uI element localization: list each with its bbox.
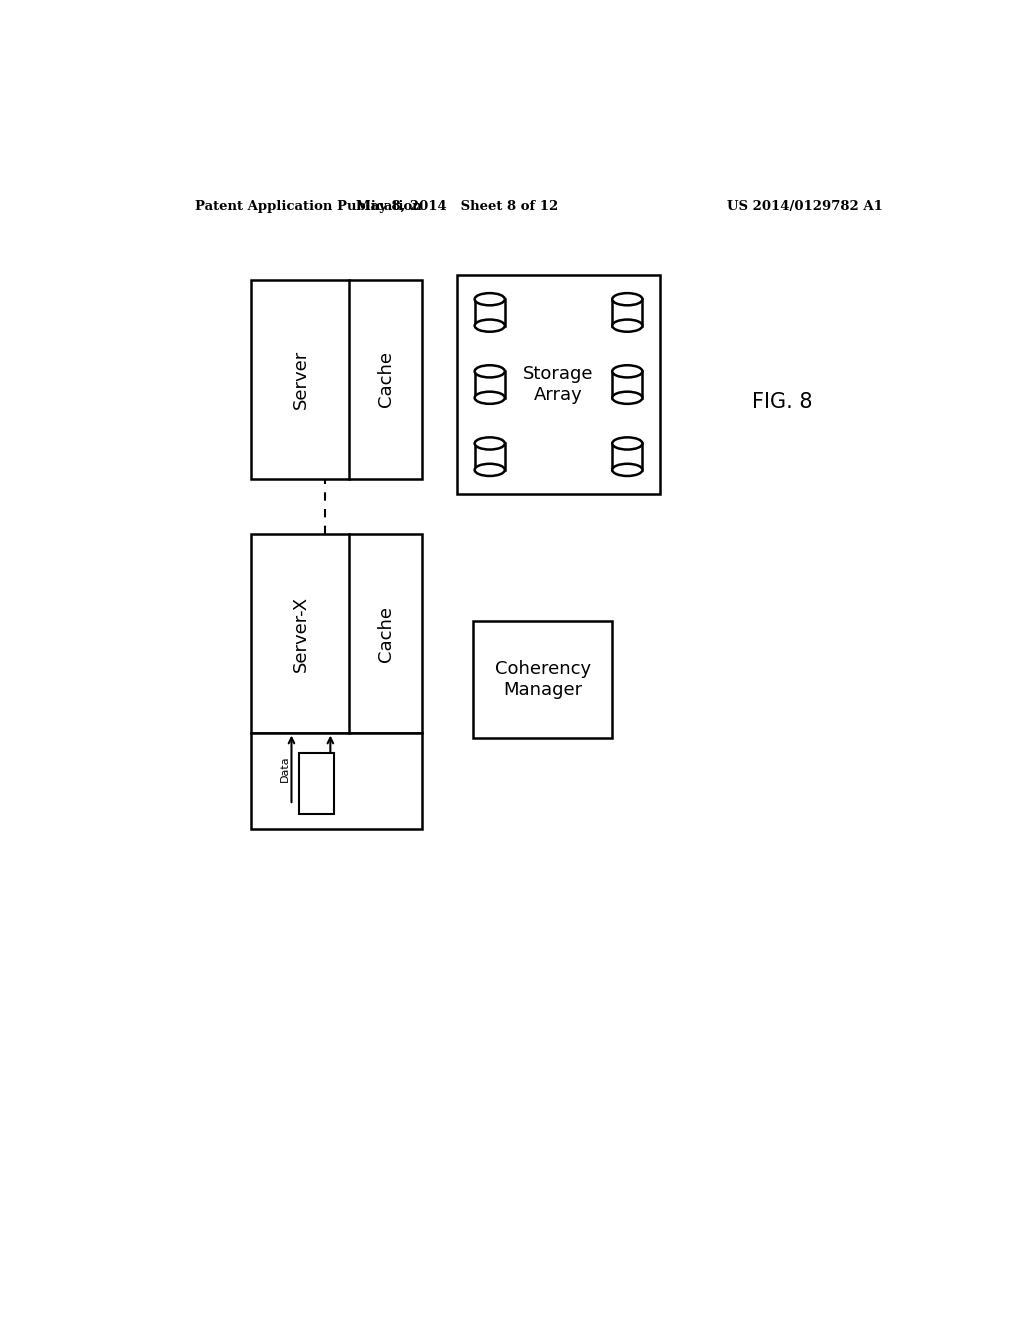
Bar: [251, 733, 422, 829]
Bar: [475, 300, 505, 326]
Text: Cache: Cache: [377, 351, 395, 408]
Ellipse shape: [475, 463, 505, 477]
Text: Storage
Array: Storage Array: [523, 366, 594, 404]
Bar: [251, 535, 422, 733]
Ellipse shape: [612, 392, 642, 404]
Bar: [612, 371, 642, 397]
Bar: [299, 752, 334, 814]
Ellipse shape: [612, 319, 642, 331]
Text: Data: Data: [281, 755, 290, 783]
Text: Patent Application Publication: Patent Application Publication: [196, 199, 422, 213]
Ellipse shape: [475, 293, 505, 305]
Ellipse shape: [612, 437, 642, 450]
Ellipse shape: [475, 319, 505, 331]
Text: Cache: Cache: [377, 606, 395, 661]
Bar: [251, 280, 422, 479]
Ellipse shape: [475, 437, 505, 450]
Text: Write: Write: [319, 754, 329, 784]
Ellipse shape: [612, 366, 642, 378]
Ellipse shape: [475, 366, 505, 378]
Bar: [612, 444, 642, 470]
Bar: [475, 444, 505, 470]
Bar: [612, 300, 642, 326]
Text: Coherency
Manager: Coherency Manager: [495, 660, 591, 698]
Text: US 2014/0129782 A1: US 2014/0129782 A1: [727, 199, 883, 213]
Text: FIG. 8: FIG. 8: [753, 392, 813, 412]
Ellipse shape: [612, 293, 642, 305]
Text: Server-X: Server-X: [292, 595, 309, 672]
Text: Server: Server: [292, 350, 309, 409]
Bar: [473, 620, 612, 738]
Text: May 8, 2014   Sheet 8 of 12: May 8, 2014 Sheet 8 of 12: [356, 199, 558, 213]
Bar: [458, 276, 659, 494]
Ellipse shape: [612, 463, 642, 477]
Bar: [475, 371, 505, 397]
Ellipse shape: [475, 392, 505, 404]
